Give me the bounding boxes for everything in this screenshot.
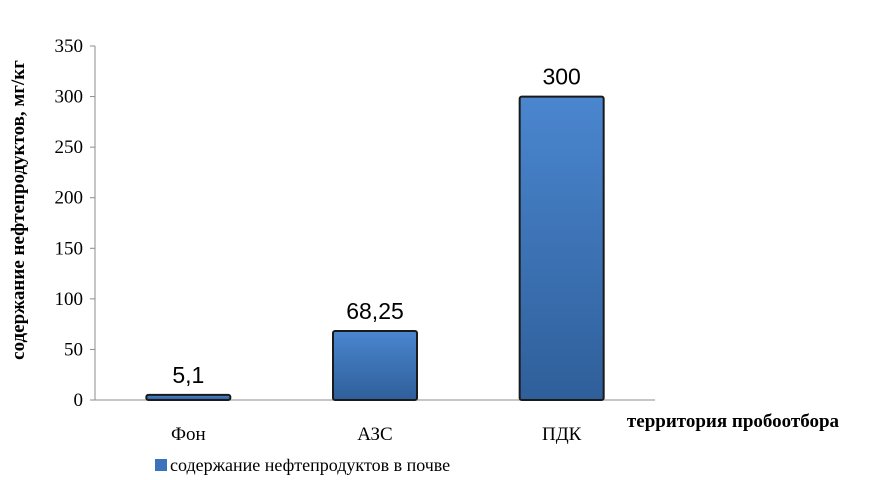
x-tick-label: АЗС: [357, 424, 392, 445]
legend-swatch: [155, 459, 167, 471]
legend-label: содержание нефтепродуктов в почве: [170, 455, 450, 475]
bar-3: [518, 95, 605, 401]
y-tick-label: 250: [55, 137, 84, 158]
y-tick-label: 200: [55, 188, 84, 209]
data-label: 300: [542, 64, 580, 90]
y-tick-label: 350: [55, 36, 84, 57]
data-label: 5,1: [172, 362, 204, 388]
bar-2: [332, 329, 418, 401]
y-tick-label: 0: [74, 390, 84, 411]
x-axis-title: территория пробоотбора: [627, 411, 840, 432]
y-tick-label: 50: [64, 339, 83, 360]
y-tick-label: 300: [55, 87, 84, 108]
x-tick-label: ПДК: [542, 424, 582, 445]
data-label: 68,25: [346, 298, 404, 324]
x-tick-label: Фон: [171, 424, 206, 445]
bar-1: [145, 393, 232, 401]
y-axis-title: содержание нефтепродуктов, мг/кг: [8, 60, 29, 360]
y-tick-label: 150: [55, 238, 84, 259]
y-tick-label: 100: [55, 289, 84, 310]
